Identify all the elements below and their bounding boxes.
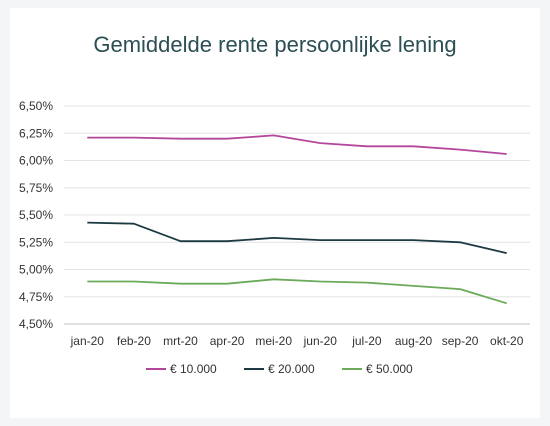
y-tick-label: 6,00% <box>19 154 53 168</box>
y-tick-label: 5,25% <box>19 235 53 249</box>
series-line-1 <box>87 134 507 155</box>
x-tick-label: okt-20 <box>490 334 524 348</box>
y-tick-label: 6,50% <box>19 99 53 113</box>
chart-title: Gemiddelde rente persoonlijke lening <box>93 32 457 57</box>
legend-label-1: € 10.000 <box>170 362 217 376</box>
series-line-3 <box>87 278 507 305</box>
x-tick-label: feb-20 <box>117 334 151 348</box>
x-tick-label: jul-20 <box>351 334 382 348</box>
legend-label-3: € 50.000 <box>366 362 413 376</box>
y-tick-label: 5,75% <box>19 181 53 195</box>
y-tick-label: 4,50% <box>19 317 53 331</box>
y-tick-label: 5,50% <box>19 208 53 222</box>
chart-card <box>10 8 540 418</box>
x-tick-label: aug-20 <box>395 334 433 348</box>
x-tick-label: jun-20 <box>303 334 338 348</box>
x-tick-label: apr-20 <box>210 334 245 348</box>
x-tick-label: jan-20 <box>70 334 105 348</box>
legend-label-2: € 20.000 <box>268 362 315 376</box>
y-axis: 4,50% 4,75% 5,00% 5,25% 5,50% 5,75% 6,00% 6,25%… <box>19 99 53 331</box>
y-tick-label: 6,25% <box>19 126 53 140</box>
series-line-2 <box>87 221 507 254</box>
series-lines <box>87 134 507 305</box>
x-tick-label: mei-20 <box>255 334 292 348</box>
x-tick-label: mrt-20 <box>163 334 198 348</box>
y-tick-label: 4,75% <box>19 290 53 304</box>
legend: € 10.000 € 20.000 € 50.000 <box>146 362 413 376</box>
x-axis: jan-20 feb-20 mrt-20 apr-20 mei-20 jun-20 jul-… <box>70 334 524 348</box>
y-tick-label: 5,00% <box>19 263 53 277</box>
x-tick-label: sep-20 <box>442 334 479 348</box>
